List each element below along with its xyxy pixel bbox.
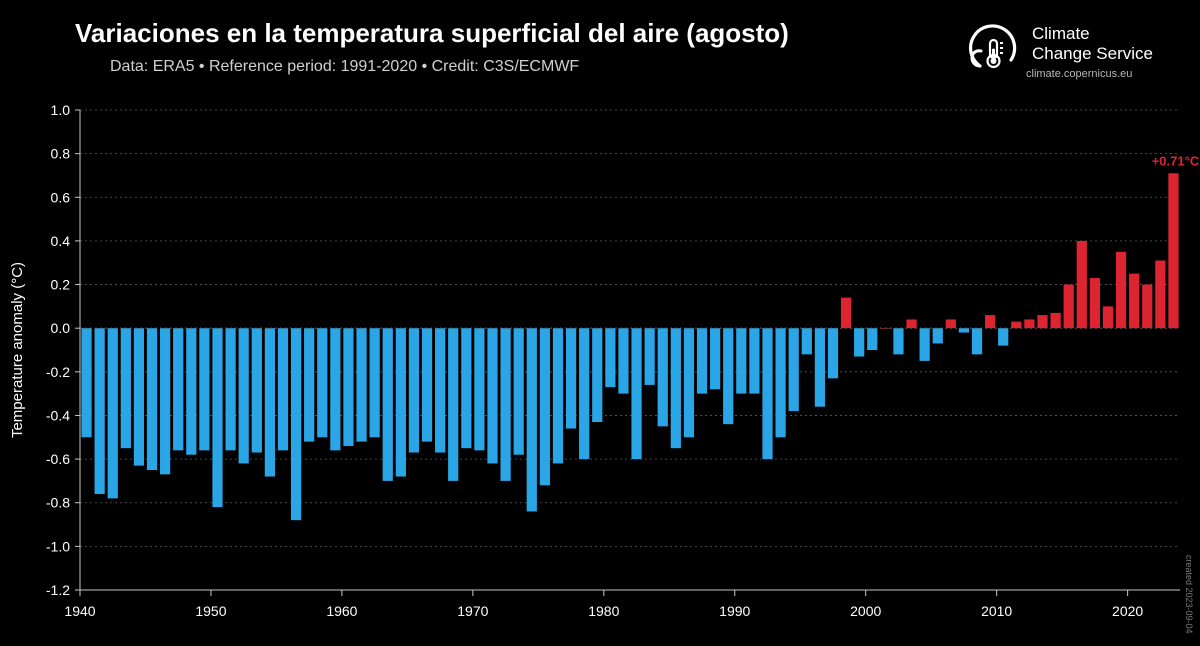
svg-text:-0.2: -0.2 (46, 364, 70, 380)
svg-text:-0.4: -0.4 (46, 407, 70, 423)
svg-text:1990: 1990 (719, 603, 750, 619)
svg-text:1950: 1950 (195, 603, 226, 619)
svg-text:2020: 2020 (1112, 603, 1143, 619)
svg-text:1960: 1960 (326, 603, 357, 619)
created-date-note: created 2023-09-04 (1184, 555, 1194, 634)
brand-logo: Climate Change Service climate.copernicu… (962, 12, 1172, 92)
svg-text:0.4: 0.4 (51, 233, 71, 249)
anomaly-bar-chart: -1.2 -1.0 -0.8 -0.6 -0.4 -0.2 0.0 0.2 0.4 0.6 0.8 1… (0, 95, 1200, 635)
svg-text:0.0: 0.0 (51, 320, 71, 336)
svg-text:-1.0: -1.0 (46, 538, 70, 554)
svg-text:0.6: 0.6 (51, 189, 71, 205)
svg-text:1.0: 1.0 (51, 102, 71, 118)
svg-text:+0.71°C: +0.71°C (1152, 153, 1200, 168)
chart-area: -1.2 -1.0 -0.8 -0.6 -0.4 -0.2 0.0 0.2 0.4 0.6 0.8 1… (0, 95, 1200, 635)
svg-text:0.8: 0.8 (51, 146, 71, 162)
svg-text:-1.2: -1.2 (46, 582, 70, 598)
svg-text:-0.8: -0.8 (46, 495, 70, 511)
brand-logo-icon (962, 18, 1020, 76)
svg-text:1970: 1970 (457, 603, 488, 619)
chart-title: Variaciones en la temperatura superficia… (75, 18, 789, 49)
svg-text:1940: 1940 (64, 603, 95, 619)
svg-text:Temperature anomaly (°C): Temperature anomaly (°C) (9, 262, 26, 438)
svg-text:1980: 1980 (588, 603, 619, 619)
brand-logo-text: Climate Change Service (1032, 24, 1153, 63)
brand-logo-url: climate.copernicus.eu (1026, 68, 1132, 80)
brand-line1: Climate (1032, 24, 1090, 43)
svg-text:-0.6: -0.6 (46, 451, 70, 467)
chart-subtitle: Data: ERA5 • Reference period: 1991-2020… (110, 58, 579, 76)
svg-text:2000: 2000 (850, 603, 881, 619)
brand-line2: Change Service (1032, 44, 1153, 63)
svg-text:2010: 2010 (981, 603, 1012, 619)
svg-text:0.2: 0.2 (51, 277, 71, 293)
